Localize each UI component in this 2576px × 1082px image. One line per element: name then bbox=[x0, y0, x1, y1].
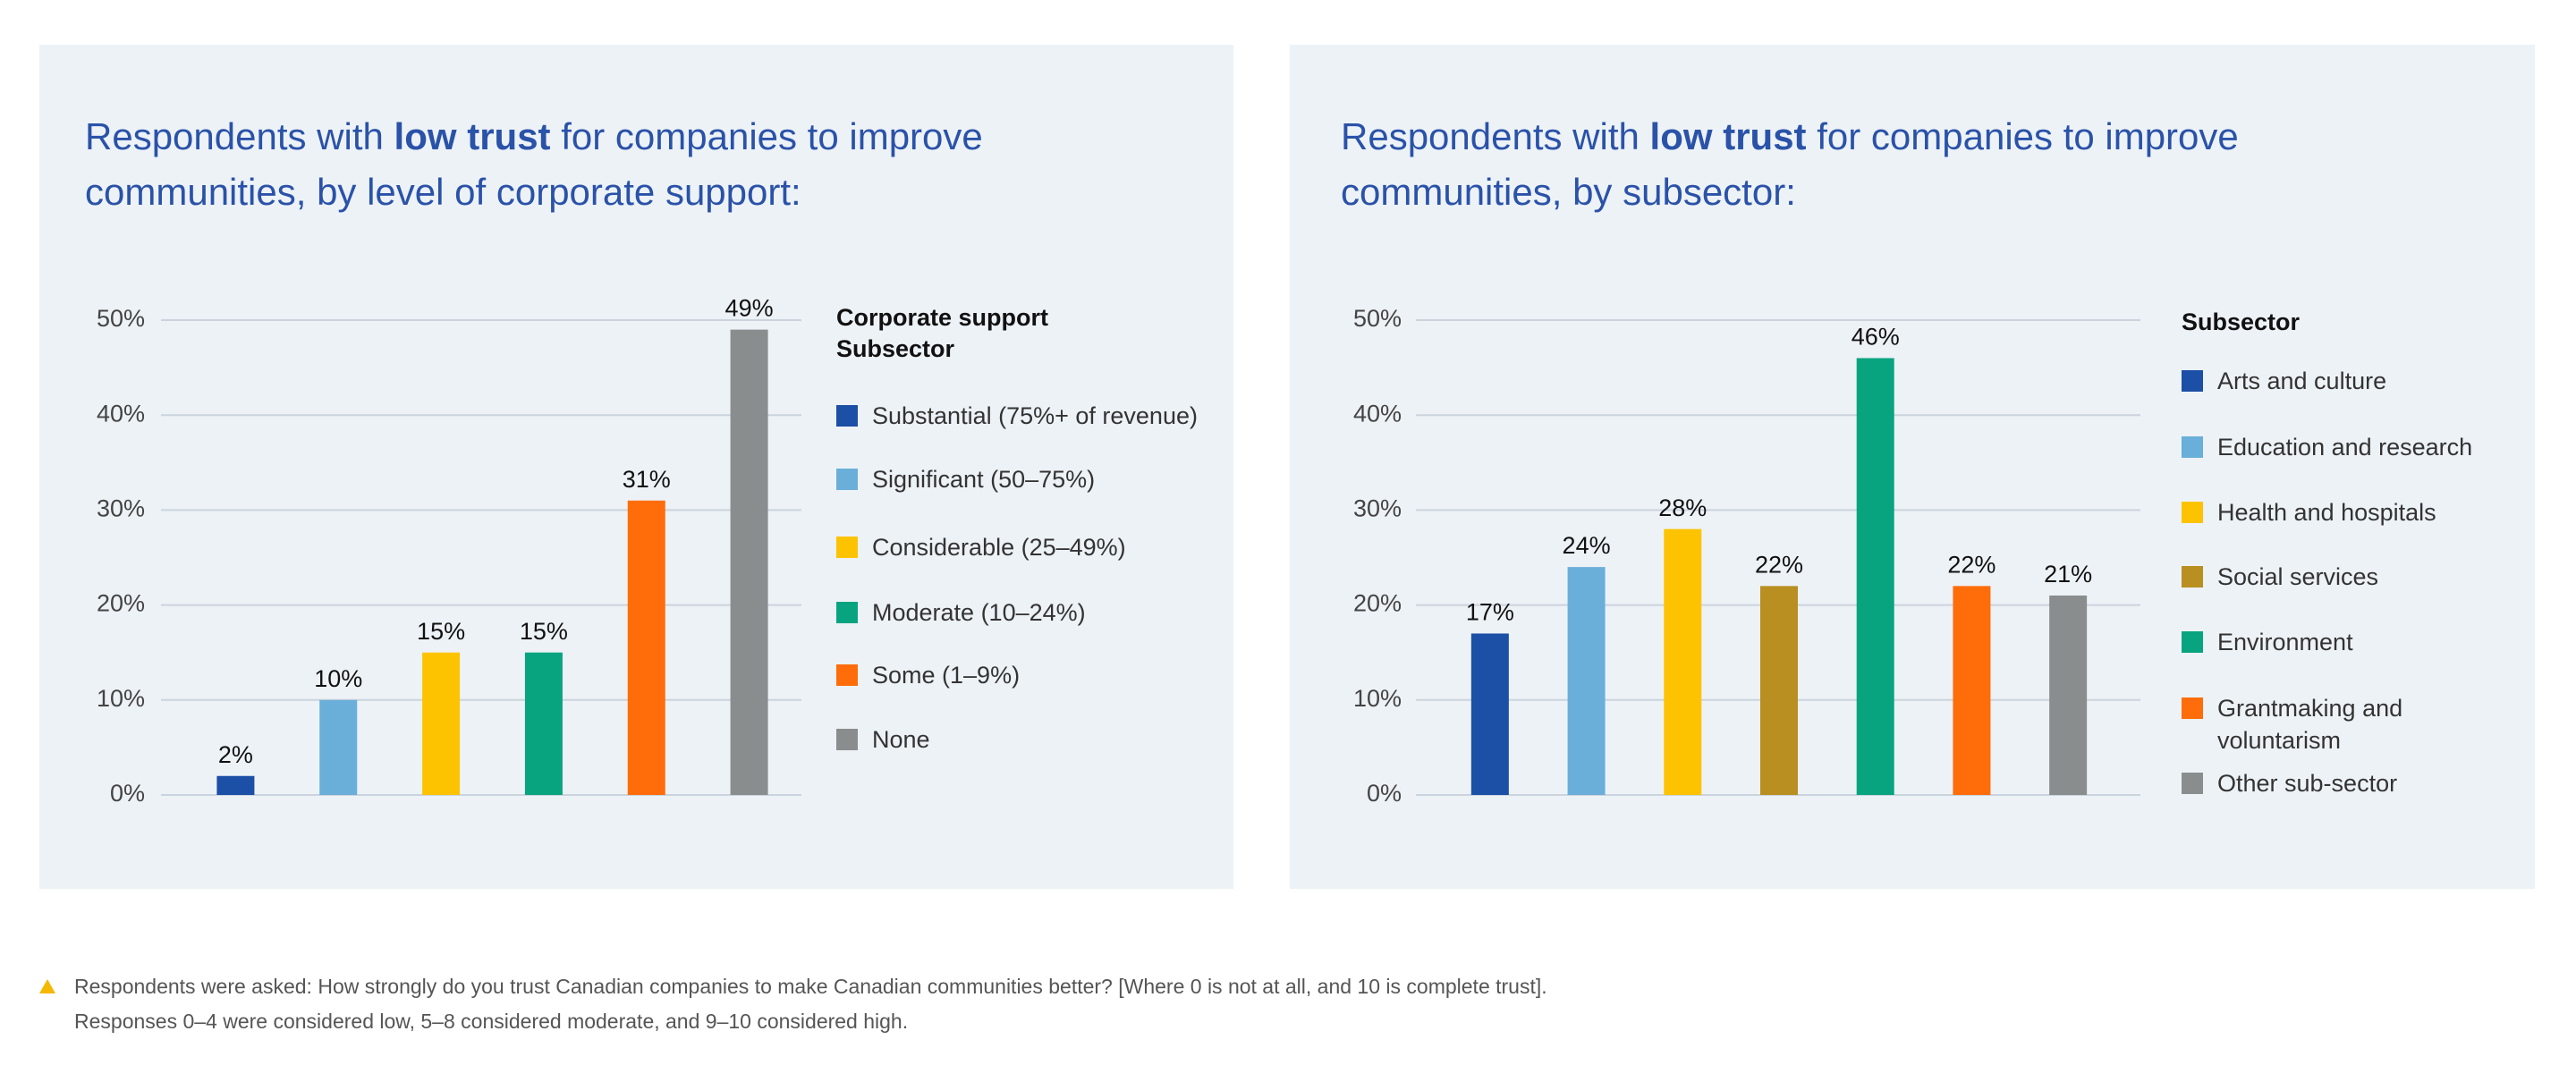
bar bbox=[524, 652, 563, 795]
data-label: 46% bbox=[1852, 324, 1900, 351]
y-tick-label: 0% bbox=[1367, 780, 1402, 807]
legend-swatch bbox=[2182, 370, 2203, 392]
chart-title: Respondents with low trust for companies… bbox=[85, 109, 1114, 220]
y-tick-label: 40% bbox=[1353, 400, 1402, 427]
y-tick-label: 0% bbox=[110, 780, 145, 807]
legend-label: Some (1–9%) bbox=[872, 662, 1021, 689]
y-tick-label: 40% bbox=[97, 400, 145, 427]
data-label: 22% bbox=[1755, 551, 1803, 578]
data-label: 2% bbox=[218, 741, 253, 768]
footnote: Respondents were asked: How strongly do … bbox=[74, 975, 1547, 998]
bar bbox=[627, 500, 665, 795]
legend-label: Significant (50–75%) bbox=[872, 466, 1096, 493]
legend-label: Social services bbox=[2217, 563, 2379, 590]
y-tick-label: 30% bbox=[1353, 495, 1402, 522]
legend-swatch bbox=[2182, 697, 2203, 719]
y-tick-label: 20% bbox=[97, 590, 145, 617]
legend-swatch bbox=[836, 469, 858, 490]
legend-swatch bbox=[836, 729, 858, 750]
y-tick-label: 10% bbox=[97, 685, 145, 712]
y-tick-label: 20% bbox=[1353, 590, 1402, 617]
data-label: 21% bbox=[2044, 561, 2092, 587]
bar bbox=[1760, 586, 1798, 795]
bar bbox=[1567, 567, 1606, 795]
legend-label: Arts and culture bbox=[2217, 368, 2387, 394]
legend-label: Substantial (75%+ of revenue) bbox=[872, 402, 1198, 429]
legend-label: Moderate (10–24%) bbox=[872, 599, 1086, 626]
legend-label: Education and research bbox=[2217, 434, 2473, 461]
y-tick-label: 50% bbox=[97, 305, 145, 332]
legend-swatch bbox=[836, 664, 858, 686]
legend-label: Considerable (25–49%) bbox=[872, 534, 1126, 561]
data-label: 22% bbox=[1947, 551, 1996, 578]
title-text: for companies to improve communities, by… bbox=[1341, 115, 2239, 213]
title-emphasis: low trust bbox=[1649, 115, 1807, 157]
legend-swatch bbox=[2182, 566, 2203, 587]
bar bbox=[1470, 633, 1509, 795]
legend-swatch bbox=[836, 537, 858, 558]
data-label: 24% bbox=[1563, 532, 1611, 559]
y-tick-label: 30% bbox=[97, 495, 145, 522]
data-label: 17% bbox=[1466, 599, 1514, 626]
legend-label: Health and hospitals bbox=[2217, 499, 2436, 526]
bar bbox=[2049, 595, 2088, 795]
data-label: 28% bbox=[1658, 495, 1707, 521]
legend-swatch bbox=[836, 405, 858, 427]
legend-swatch bbox=[2182, 773, 2203, 794]
bar bbox=[422, 652, 461, 795]
bar bbox=[1664, 528, 1702, 795]
title-text: Respondents with bbox=[85, 115, 384, 157]
legend-swatch bbox=[2182, 631, 2203, 653]
bar bbox=[216, 775, 255, 795]
data-label: 10% bbox=[314, 665, 362, 692]
bar bbox=[319, 699, 358, 795]
bar bbox=[730, 329, 768, 795]
footnote-icon bbox=[39, 979, 55, 993]
title-emphasis: low trust bbox=[394, 115, 551, 157]
legend-label: None bbox=[872, 726, 930, 753]
data-label: 31% bbox=[623, 466, 671, 493]
data-label: 49% bbox=[725, 295, 774, 322]
footnote: Responses 0–4 were considered low, 5–8 c… bbox=[74, 1010, 909, 1033]
bar bbox=[1856, 358, 1894, 795]
legend-label: Grantmaking and voluntarism bbox=[2217, 695, 2403, 754]
data-label: 15% bbox=[520, 618, 568, 645]
data-label: 15% bbox=[417, 618, 465, 645]
legend-title: Corporate support Subsector bbox=[836, 304, 1049, 362]
y-tick-label: 50% bbox=[1353, 305, 1402, 332]
legend-swatch bbox=[2182, 502, 2203, 523]
bar bbox=[1953, 586, 1991, 795]
legend-label: Environment bbox=[2217, 629, 2353, 655]
legend-swatch bbox=[2182, 436, 2203, 458]
title-text: Respondents with bbox=[1341, 115, 1640, 157]
chart-title: Respondents with low trust for companies… bbox=[1341, 109, 2369, 220]
title-text: for companies to improve communities, by… bbox=[85, 115, 983, 213]
y-tick-label: 10% bbox=[1353, 685, 1402, 712]
legend-swatch bbox=[836, 602, 858, 623]
legend-title: Subsector bbox=[2182, 309, 2301, 335]
legend-label: Other sub-sector bbox=[2217, 770, 2398, 797]
